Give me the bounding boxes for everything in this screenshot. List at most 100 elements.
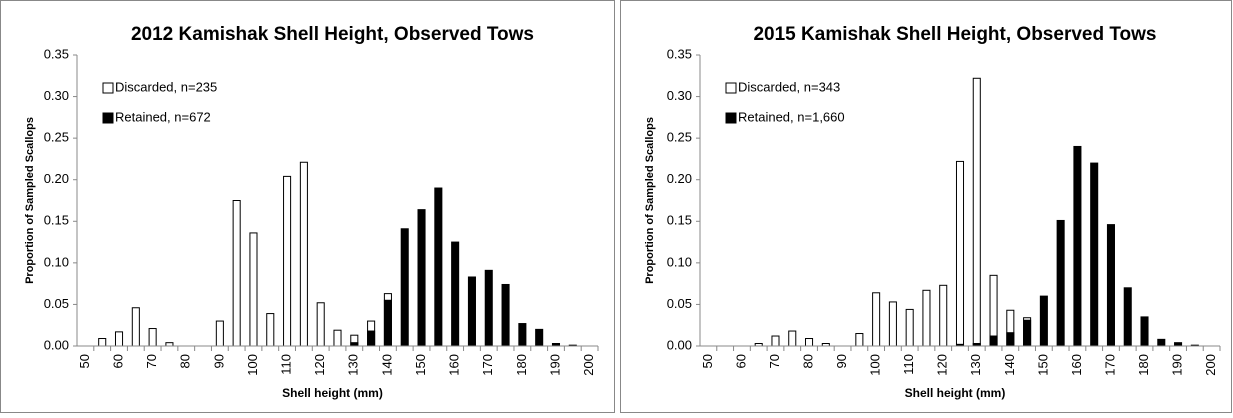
bar (788, 330, 797, 347)
x-tick-label: 130 (346, 354, 361, 376)
bar (972, 77, 981, 347)
bar (1157, 338, 1166, 347)
x-axis-label: Shell height (mm) (282, 386, 383, 400)
bar (771, 335, 780, 347)
x-tick-label: 120 (312, 354, 327, 376)
x-tick-label: 180 (1136, 354, 1151, 376)
bar (1023, 319, 1032, 347)
bar (1056, 219, 1065, 347)
x-tick-label: 160 (1069, 354, 1084, 376)
x-tick-label: 200 (1203, 354, 1218, 376)
x-tick-label: 80 (178, 354, 193, 368)
x-tick-label: 100 (868, 354, 883, 376)
bar (484, 269, 493, 347)
y-tick-label: 0.10 (44, 254, 69, 269)
x-tick-label: 200 (581, 354, 596, 376)
x-tick-label: 90 (211, 354, 226, 368)
bar (367, 330, 376, 347)
y-axis-label: Proportion of Sampled Scallops (644, 117, 656, 284)
bar (232, 200, 241, 347)
x-tick-label: 50 (700, 354, 715, 368)
bar (333, 329, 342, 347)
x-tick-label: 150 (413, 354, 428, 376)
x-tick-label: 110 (901, 354, 916, 375)
legend-label: Discarded, n=235 (115, 79, 217, 94)
y-tick-label: 0.15 (44, 213, 69, 228)
y-tick-label: 0.25 (667, 130, 692, 145)
y-tick-label: 0.05 (667, 296, 692, 311)
chart-title: 2015 Kamishak Shell Height, Observed Tow… (753, 24, 1156, 45)
bar (417, 209, 426, 347)
x-tick-label: 60 (733, 354, 748, 368)
x-tick-label: 170 (1102, 354, 1117, 376)
bar (467, 276, 476, 347)
x-tick-label: 170 (480, 354, 495, 376)
bar (249, 232, 258, 347)
bar (535, 328, 544, 347)
bar (400, 228, 409, 347)
bar (98, 338, 107, 347)
bar (855, 333, 864, 347)
bar (114, 331, 124, 347)
legend-swatch (102, 112, 114, 124)
x-tick-label: 140 (1002, 354, 1017, 376)
x-axis-label: Shell height (mm) (905, 386, 1006, 400)
y-tick-label: 0.30 (44, 88, 69, 103)
y-tick-label: 0.05 (44, 296, 69, 311)
x-tick-label: 130 (968, 354, 983, 376)
bar (1006, 332, 1015, 347)
bar (1073, 145, 1082, 347)
bar (805, 338, 814, 347)
x-tick-label: 190 (547, 354, 562, 376)
x-tick-label: 60 (110, 354, 125, 368)
bar (215, 320, 224, 347)
bar (1106, 224, 1115, 347)
bar (922, 289, 931, 347)
bar (1123, 287, 1132, 347)
bar (989, 335, 998, 347)
y-tick-label: 0.10 (667, 254, 692, 269)
bar (1140, 316, 1149, 347)
bar (905, 308, 914, 347)
bar (989, 274, 998, 347)
chart-title: 2012 Kamishak Shell Height, Observed Tow… (131, 24, 534, 45)
bar (1039, 295, 1048, 347)
bar (316, 302, 325, 347)
y-tick-label: 0.35 (667, 46, 692, 61)
x-tick-label: 110 (279, 354, 294, 375)
x-tick-label: 120 (935, 354, 950, 376)
bar (939, 284, 948, 347)
x-tick-label: 100 (245, 354, 260, 376)
y-tick-label: 0.00 (667, 337, 692, 352)
bar (955, 160, 965, 347)
y-tick-label: 0.35 (44, 46, 69, 61)
bar (518, 323, 527, 347)
y-axis-label: Proportion of Sampled Scallops (24, 117, 36, 284)
panel-frame (620, 0, 1232, 413)
y-tick-label: 0.25 (44, 130, 69, 145)
y-tick-label: 0.20 (667, 171, 692, 186)
bar (451, 241, 460, 347)
legend-swatch (725, 112, 737, 124)
bar (266, 313, 275, 347)
bar (888, 301, 897, 347)
bar (383, 299, 392, 347)
bar (299, 161, 308, 347)
x-tick-label: 150 (1035, 354, 1050, 376)
x-tick-label: 80 (800, 354, 815, 368)
legend-swatch (725, 82, 737, 94)
y-tick-label: 0.00 (44, 337, 69, 352)
x-tick-label: 180 (514, 354, 529, 376)
legend-swatch (102, 82, 114, 94)
bar (148, 328, 157, 347)
x-tick-label: 70 (767, 354, 782, 368)
bar (872, 292, 881, 347)
x-tick-label: 70 (144, 354, 159, 368)
x-tick-label: 140 (379, 354, 394, 376)
legend-label: Retained, n=1,660 (738, 109, 845, 124)
y-tick-label: 0.20 (44, 171, 69, 186)
x-tick-label: 90 (834, 354, 849, 368)
bar (1090, 162, 1099, 347)
y-tick-label: 0.15 (667, 213, 692, 228)
